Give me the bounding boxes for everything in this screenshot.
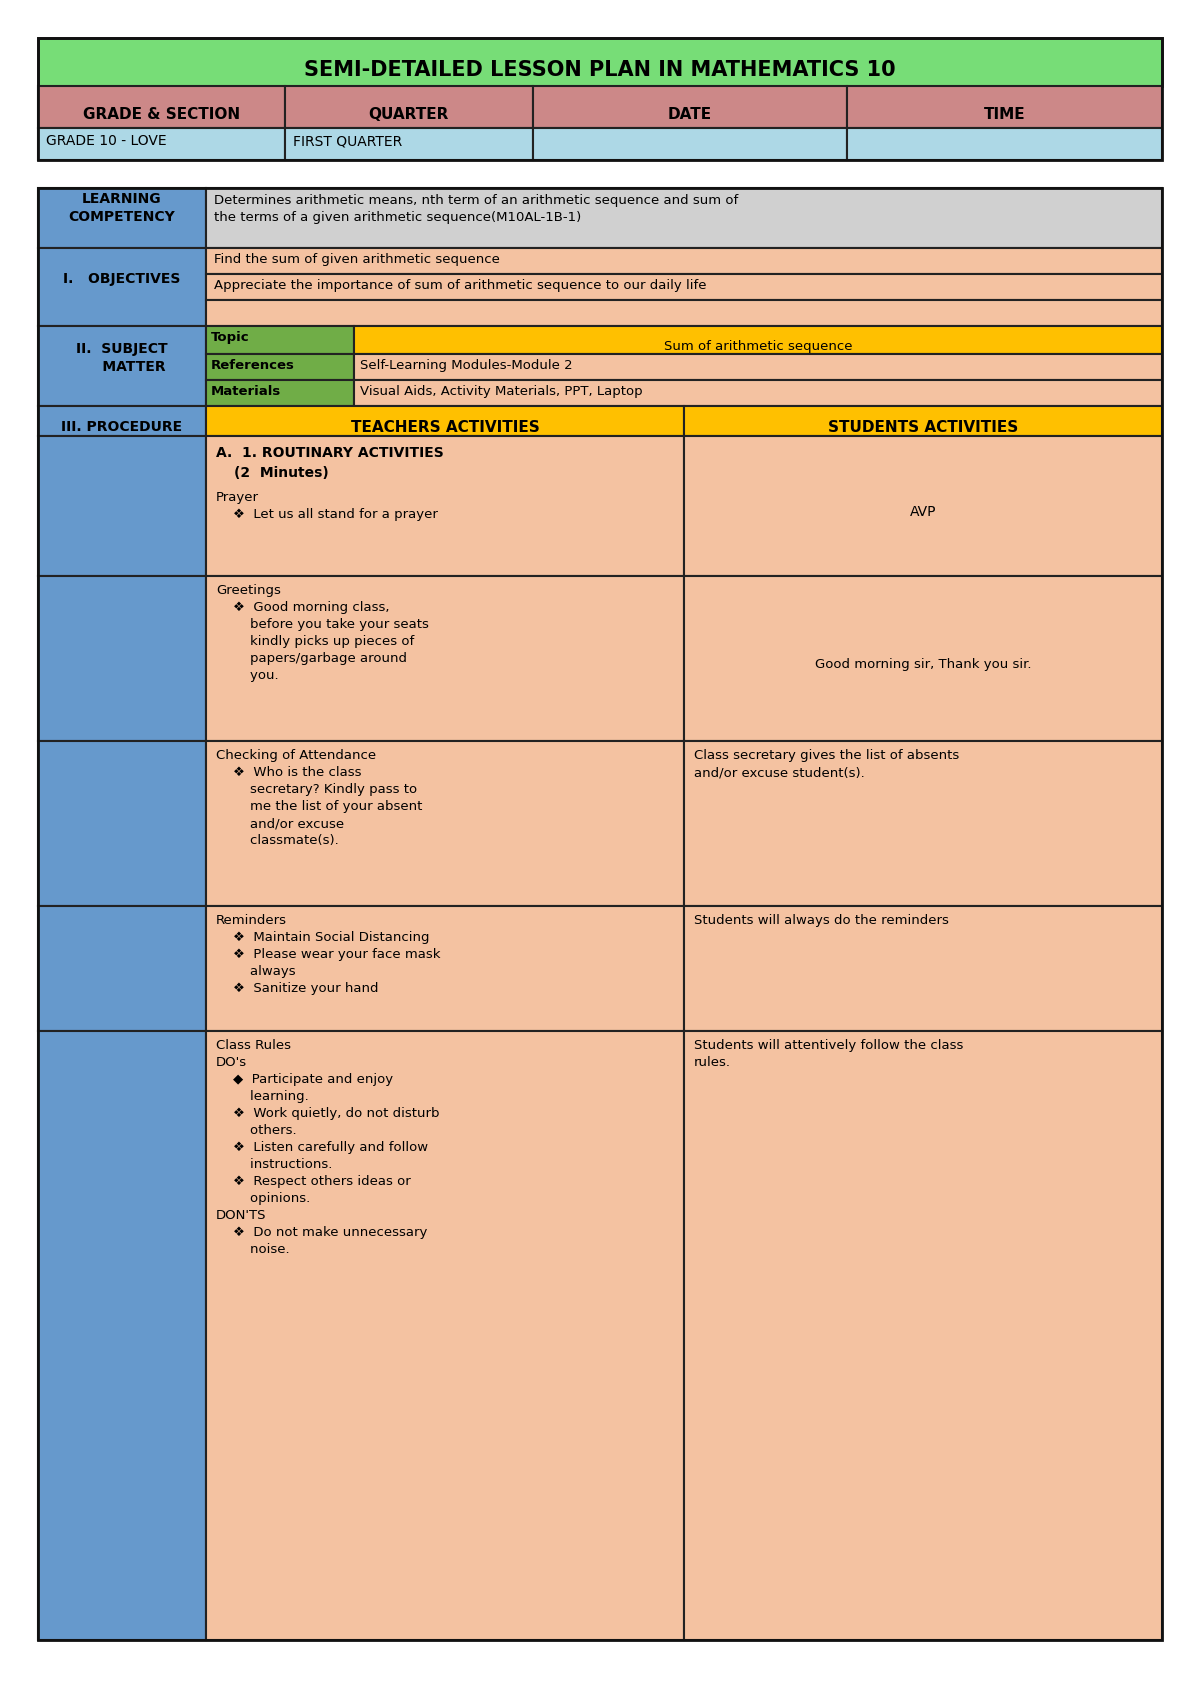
Text: I.   OBJECTIVES: I. OBJECTIVES: [64, 272, 181, 285]
Text: Greetings
    ❖  Good morning class,
        before you take your seats
        : Greetings ❖ Good morning class, before y…: [216, 584, 428, 683]
Text: II.  SUBJECT
     MATTER: II. SUBJECT MATTER: [76, 341, 168, 374]
Bar: [354, 353, 1162, 380]
Text: III. PROCEDURE: III. PROCEDURE: [61, 419, 182, 435]
Bar: [206, 301, 1162, 326]
Bar: [38, 37, 1162, 87]
Text: Topic: Topic: [211, 331, 250, 345]
Bar: [38, 326, 206, 406]
Text: Students will attentively follow the class
rules.: Students will attentively follow the cla…: [694, 1039, 964, 1070]
Text: Good morning sir, Thank you sir.: Good morning sir, Thank you sir.: [815, 659, 1031, 671]
Text: Determines arithmetic means, nth term of an arithmetic sequence and sum of
the t: Determines arithmetic means, nth term of…: [214, 194, 738, 224]
Text: STUDENTS ACTIVITIES: STUDENTS ACTIVITIES: [828, 419, 1018, 435]
Bar: [206, 576, 684, 740]
Bar: [206, 273, 1162, 301]
Text: TIME: TIME: [984, 107, 1026, 122]
Text: A.  1. ROUTINARY ACTIVITIES: A. 1. ROUTINARY ACTIVITIES: [216, 447, 444, 460]
Bar: [38, 1031, 206, 1640]
Bar: [38, 188, 206, 248]
Text: References: References: [211, 358, 295, 372]
Text: Prayer
    ❖  Let us all stand for a prayer: Prayer ❖ Let us all stand for a prayer: [216, 491, 438, 521]
Text: Reminders
    ❖  Maintain Social Distancing
    ❖  Please wear your face mask
  : Reminders ❖ Maintain Social Distancing ❖…: [216, 914, 440, 995]
Bar: [38, 127, 286, 160]
Bar: [847, 127, 1162, 160]
Bar: [684, 406, 1162, 436]
Text: Class secretary gives the list of absents
and/or excuse student(s).: Class secretary gives the list of absent…: [694, 749, 959, 779]
Bar: [533, 87, 847, 127]
Bar: [206, 248, 1162, 273]
Bar: [206, 380, 354, 406]
Bar: [206, 326, 354, 353]
Bar: [38, 740, 206, 907]
Bar: [847, 87, 1162, 127]
Text: QUARTER: QUARTER: [368, 107, 449, 122]
Text: GRADE & SECTION: GRADE & SECTION: [83, 107, 240, 122]
Bar: [354, 326, 1162, 353]
Bar: [38, 87, 286, 127]
Bar: [206, 188, 1162, 248]
Bar: [684, 436, 1162, 576]
Bar: [286, 127, 533, 160]
Text: DATE: DATE: [668, 107, 712, 122]
Bar: [38, 406, 206, 436]
Bar: [206, 406, 684, 436]
Bar: [684, 576, 1162, 740]
Text: Appreciate the importance of sum of arithmetic sequence to our daily life: Appreciate the importance of sum of arit…: [214, 278, 707, 292]
Text: Sum of arithmetic sequence: Sum of arithmetic sequence: [664, 340, 852, 353]
Bar: [684, 907, 1162, 1031]
Bar: [206, 353, 354, 380]
Text: Students will always do the reminders: Students will always do the reminders: [694, 914, 949, 927]
Text: GRADE 10 - LOVE: GRADE 10 - LOVE: [46, 134, 167, 148]
Bar: [206, 907, 684, 1031]
Bar: [684, 1031, 1162, 1640]
Text: AVP: AVP: [910, 504, 936, 520]
Bar: [206, 1031, 684, 1640]
Bar: [38, 907, 206, 1031]
Bar: [38, 436, 206, 576]
Bar: [38, 248, 206, 326]
Bar: [38, 576, 206, 740]
Text: LEARNING
COMPETENCY: LEARNING COMPETENCY: [68, 192, 175, 224]
Bar: [38, 188, 1162, 1640]
Bar: [286, 87, 533, 127]
Text: SEMI-DETAILED LESSON PLAN IN MATHEMATICS 10: SEMI-DETAILED LESSON PLAN IN MATHEMATICS…: [304, 59, 896, 80]
Text: TEACHERS ACTIVITIES: TEACHERS ACTIVITIES: [350, 419, 539, 435]
Text: Find the sum of given arithmetic sequence: Find the sum of given arithmetic sequenc…: [214, 253, 500, 267]
Text: Materials: Materials: [211, 385, 281, 397]
Bar: [38, 37, 1162, 160]
Bar: [206, 436, 684, 576]
Text: Checking of Attendance
    ❖  Who is the class
        secretary? Kindly pass to: Checking of Attendance ❖ Who is the clas…: [216, 749, 422, 847]
Text: (2  Minutes): (2 Minutes): [234, 465, 329, 481]
Text: Class Rules
DO's
    ◆  Participate and enjoy
        learning.
    ❖  Work quie: Class Rules DO's ◆ Participate and enjoy…: [216, 1039, 439, 1257]
Bar: [684, 740, 1162, 907]
Bar: [533, 127, 847, 160]
Text: Visual Aids, Activity Materials, PPT, Laptop: Visual Aids, Activity Materials, PPT, La…: [360, 385, 643, 397]
Bar: [206, 740, 684, 907]
Text: Self-Learning Modules-Module 2: Self-Learning Modules-Module 2: [360, 358, 572, 372]
Text: FIRST QUARTER: FIRST QUARTER: [293, 134, 402, 148]
Bar: [354, 380, 1162, 406]
